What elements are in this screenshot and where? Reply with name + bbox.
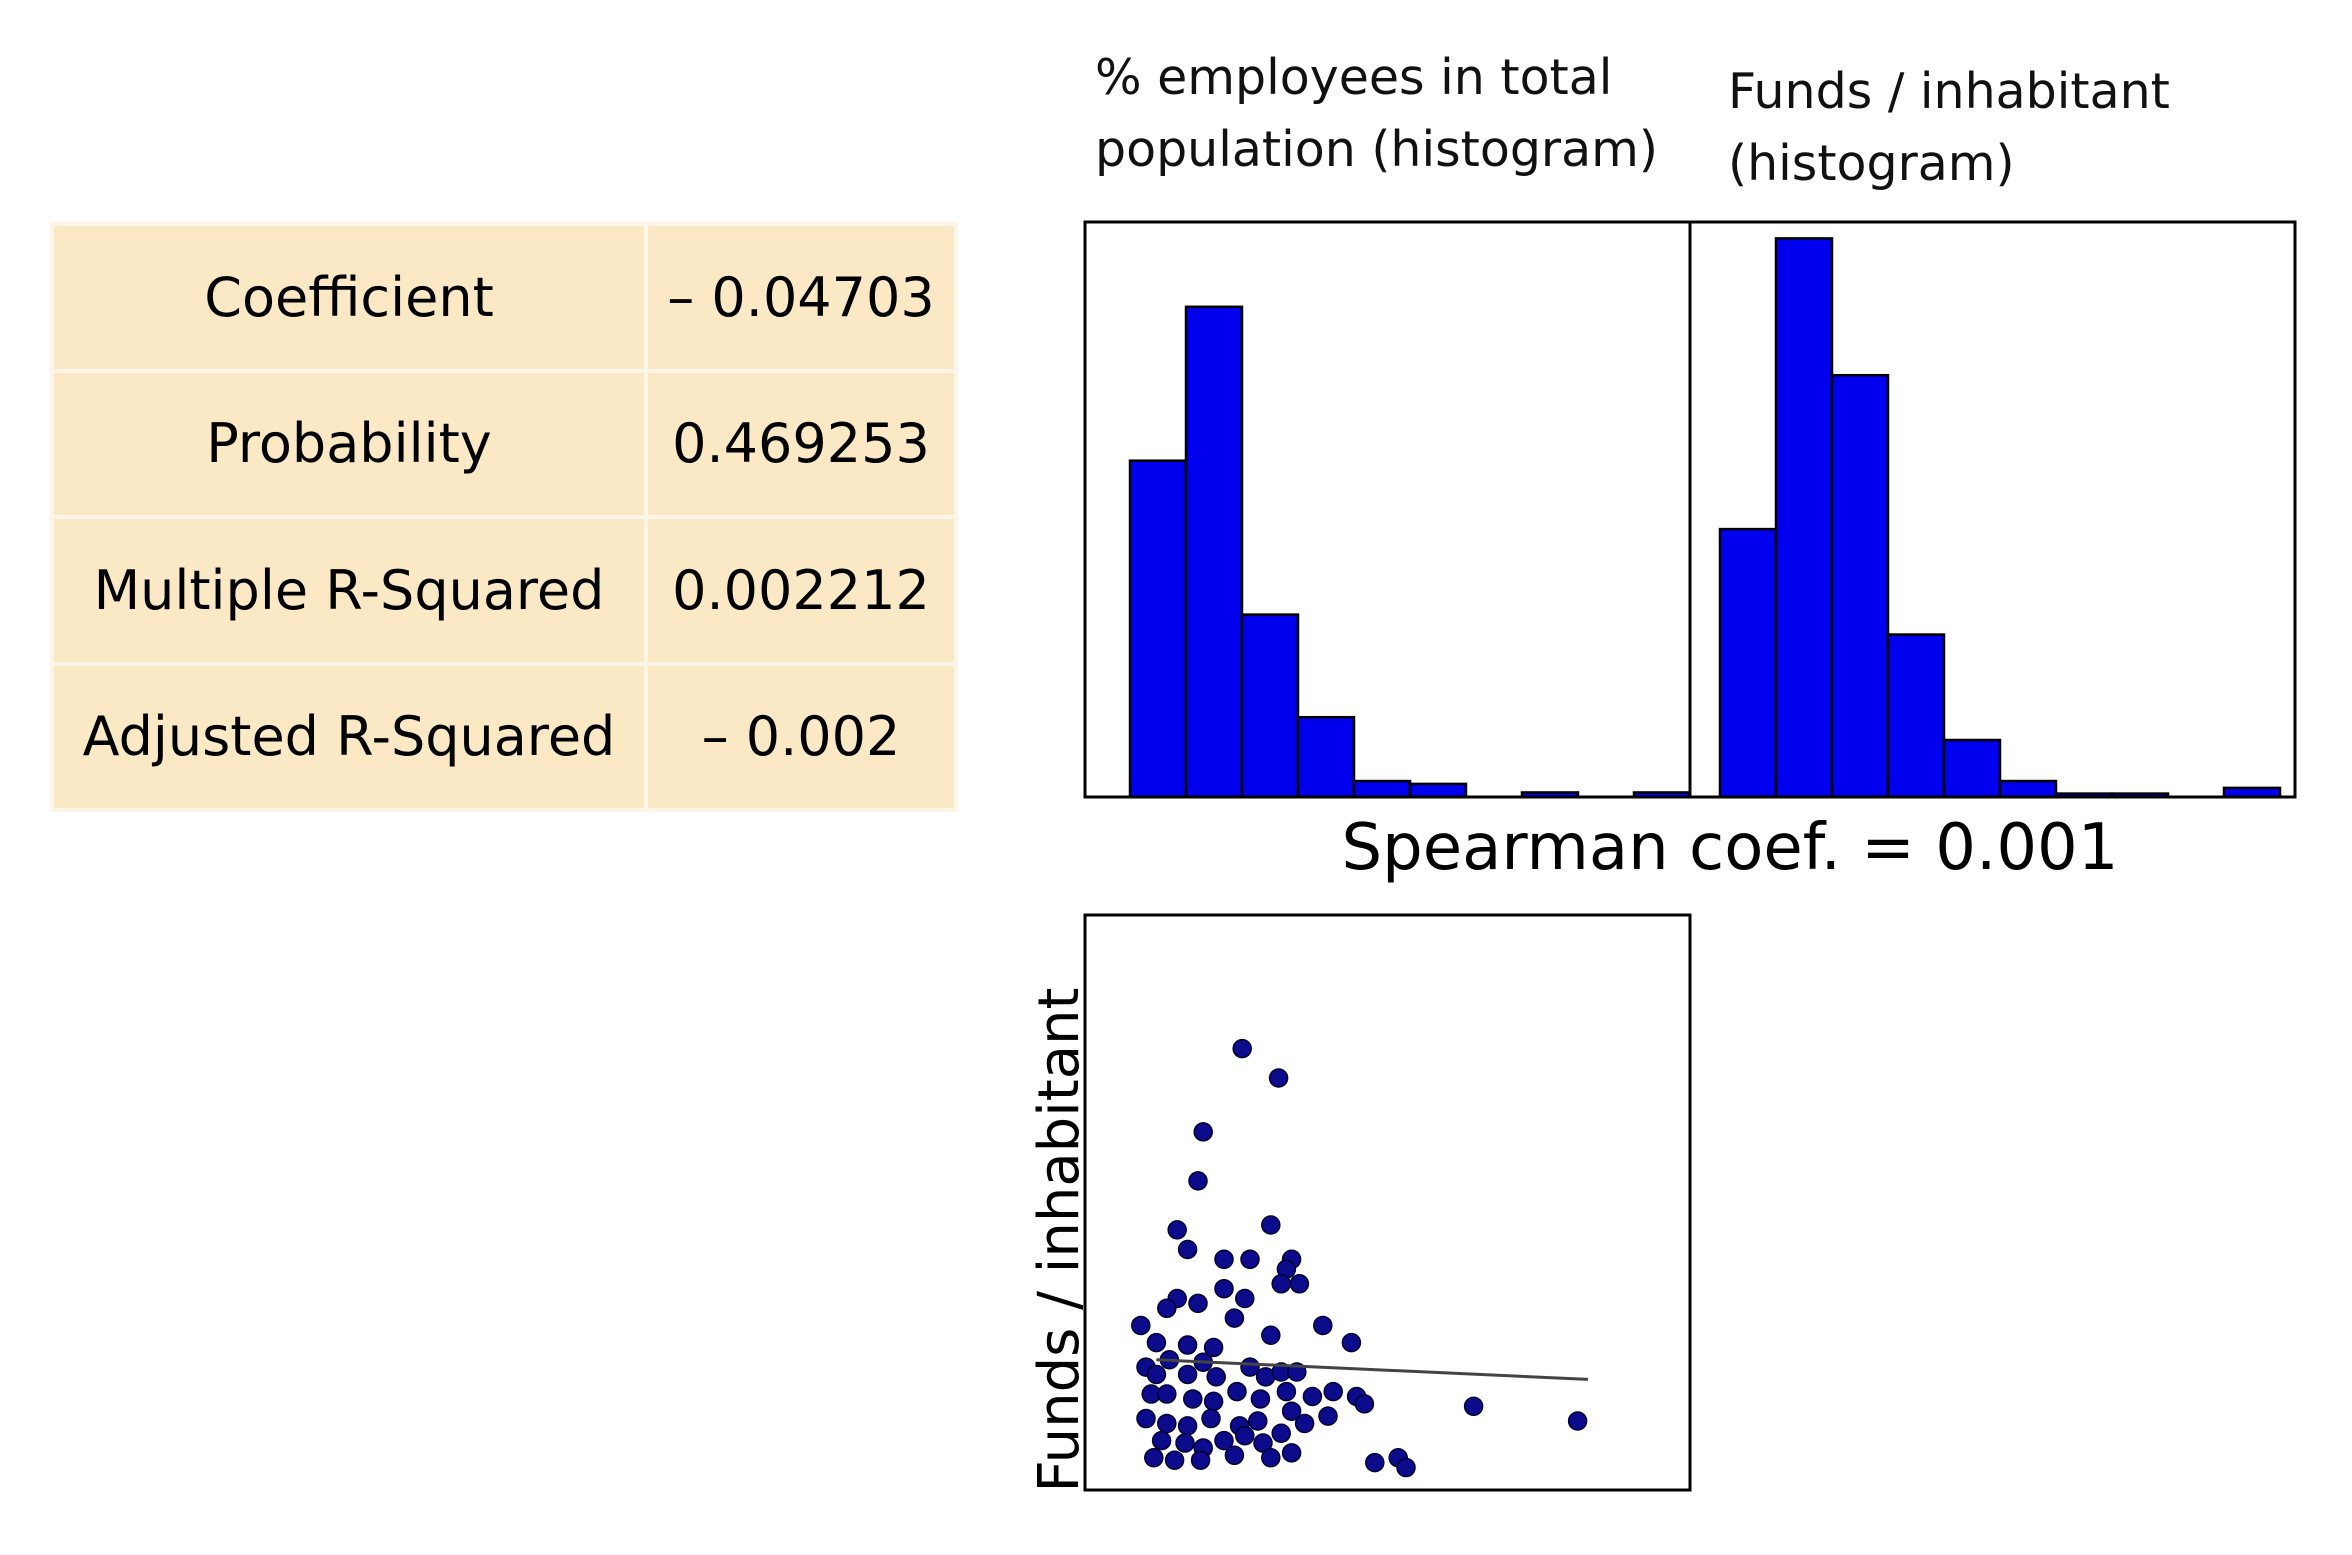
scatter-point	[1151, 1430, 1172, 1451]
scatter-point	[1203, 1337, 1224, 1358]
scatter-point	[1131, 1315, 1151, 1336]
scatter-point	[1235, 1288, 1255, 1309]
scatter-point	[1271, 1423, 1291, 1443]
stat-value: – 0.04703	[644, 222, 958, 373]
scatter-point	[1318, 1406, 1338, 1426]
scatter-point	[1214, 1278, 1234, 1299]
stat-label: Adjusted R-Squared	[50, 661, 648, 812]
scatter-point	[1190, 1450, 1211, 1470]
scatter-point	[1206, 1367, 1226, 1387]
scatter-point	[1248, 1411, 1268, 1431]
scatter-point	[1146, 1332, 1167, 1353]
scatter-point	[1235, 1425, 1255, 1446]
histogram-2-title: Funds / inhabitant (histogram)	[1728, 63, 2170, 192]
scatter-point	[1567, 1411, 1588, 1431]
trend-line	[1156, 1358, 1589, 1381]
scatter-point	[1224, 1308, 1245, 1328]
scatter-point	[1232, 1038, 1252, 1059]
scatter-point	[1250, 1389, 1271, 1409]
table-row: Multiple R-Squared 0.002212	[50, 515, 958, 666]
scatter-point	[1365, 1452, 1385, 1473]
scatter-point	[1144, 1448, 1164, 1468]
scatter-frame	[1083, 913, 1692, 1492]
scatter-point	[1157, 1298, 1177, 1319]
scatter-point	[1157, 1413, 1177, 1434]
scatter-point	[1157, 1384, 1177, 1404]
histogram-bar	[1184, 305, 1244, 799]
scatter-point	[1177, 1364, 1198, 1385]
scatter-point	[1463, 1396, 1484, 1417]
histogram-bar	[1240, 613, 1300, 799]
scatter-point	[1203, 1391, 1224, 1412]
histogram-bar	[1128, 459, 1188, 799]
scatter-point	[1313, 1315, 1333, 1336]
scatter-point	[1294, 1413, 1315, 1434]
scatter-point	[1396, 1457, 1416, 1478]
table-row: Coefficient – 0.04703	[50, 222, 958, 373]
scatter-point	[1240, 1357, 1260, 1377]
scatter-point	[1177, 1239, 1198, 1260]
table-row: Probability 0.469253	[50, 368, 958, 519]
stat-label: Coefficient	[50, 222, 648, 373]
histogram-bar	[1352, 779, 1412, 799]
regression-stats-table: Coefficient – 0.04703 Probability 0.4692…	[50, 222, 958, 812]
scatter-plot	[1131, 1038, 1589, 1478]
scatter-point	[1177, 1416, 1198, 1436]
scatter-point	[1164, 1450, 1185, 1470]
scatter-point	[1183, 1389, 1203, 1409]
scatter-point	[1281, 1401, 1302, 1421]
scatter-point	[1136, 1408, 1156, 1429]
scatter-point	[1201, 1408, 1221, 1429]
scatter-point	[1271, 1274, 1291, 1294]
stat-value: 0.469253	[644, 368, 958, 519]
stat-value: 0.002212	[644, 515, 958, 666]
scatter-point	[1188, 1293, 1208, 1314]
scatter-point	[1302, 1386, 1323, 1407]
histogram-bar	[1886, 633, 1946, 799]
scatter-point	[1281, 1443, 1302, 1463]
histogram-bar	[1942, 738, 2002, 799]
scatter-point	[1177, 1335, 1198, 1355]
scatter-point	[1276, 1381, 1297, 1402]
stat-value: – 0.002	[644, 661, 958, 812]
scatter-point	[1224, 1445, 1245, 1466]
scatter-point	[1240, 1249, 1260, 1270]
histogram-2-frame	[1688, 220, 2297, 799]
scatter-point	[1261, 1448, 1281, 1468]
scatter-point	[1261, 1325, 1281, 1345]
scatter-point	[1214, 1249, 1234, 1270]
scatter-point	[1214, 1430, 1234, 1451]
histogram-bar	[1774, 237, 1834, 799]
scatter-point	[1354, 1394, 1375, 1414]
scatter-point	[1289, 1274, 1310, 1294]
scatter-point	[1167, 1220, 1187, 1240]
stat-label: Multiple R-Squared	[50, 515, 648, 666]
histogram-bar	[1296, 715, 1356, 799]
scatter-point	[1261, 1215, 1281, 1235]
table-row: Adjusted R-Squared – 0.002	[50, 661, 958, 812]
scatter-point	[1341, 1332, 1362, 1353]
scatter-point	[1227, 1381, 1247, 1402]
histogram-bar	[1718, 527, 1778, 799]
scatter-point	[1268, 1068, 1289, 1088]
histogram-1-title: % employees in total population (histogr…	[1095, 49, 1658, 178]
histogram-1	[1128, 305, 1692, 799]
histogram-bar	[1998, 779, 2058, 799]
scatter-point	[1188, 1171, 1208, 1191]
scatter-point	[1146, 1364, 1167, 1385]
scatter-point	[1323, 1381, 1343, 1402]
scatter-point	[1193, 1122, 1213, 1142]
histogram-bar	[1830, 373, 1890, 799]
histogram-2	[1718, 237, 2282, 799]
spearman-coefficient-label: Spearman coef. = 0.001	[1341, 811, 2119, 885]
stat-label: Probability	[50, 368, 648, 519]
scatter-point	[1175, 1433, 1195, 1453]
histogram-bar	[1408, 782, 1468, 799]
